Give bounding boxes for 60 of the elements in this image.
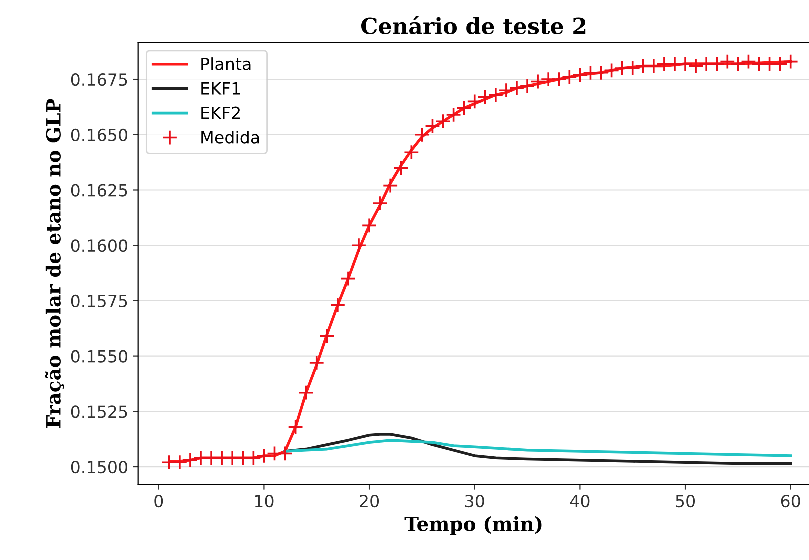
point <box>424 118 441 134</box>
point <box>320 328 336 344</box>
y-tick-label: 0.1550 <box>71 350 128 363</box>
chart-title: Cenário de teste 2 <box>362 16 586 35</box>
x-tick-label: 10 <box>255 494 274 508</box>
point <box>488 87 504 103</box>
point <box>298 385 314 401</box>
point <box>604 62 620 79</box>
point <box>593 65 610 81</box>
x-tick-label: 40 <box>570 494 590 508</box>
point <box>562 69 578 86</box>
point <box>309 355 325 371</box>
point <box>740 54 757 70</box>
point <box>372 196 388 212</box>
point <box>720 54 736 70</box>
line-series <box>284 439 792 458</box>
legend-label: EKF1 <box>202 82 240 95</box>
point <box>256 448 272 464</box>
x-tick-label: 20 <box>360 494 380 508</box>
point <box>277 446 294 462</box>
point <box>393 160 409 176</box>
point <box>730 56 746 72</box>
point <box>625 60 641 76</box>
point <box>404 144 420 160</box>
x-tick-label: 50 <box>676 494 696 508</box>
point <box>688 58 704 74</box>
point <box>678 56 694 72</box>
point <box>351 238 367 254</box>
point <box>509 80 525 96</box>
y-tick-label: 0.1500 <box>71 460 128 474</box>
y-tick-label: 0.1675 <box>71 74 128 86</box>
y-tick-label: 0.1600 <box>71 240 128 252</box>
y-axis-title: Fração molar de etano no GLP <box>45 99 65 428</box>
y-tick-label: 0.1525 <box>71 406 128 418</box>
point <box>520 78 536 94</box>
point <box>182 452 198 468</box>
point <box>246 450 262 466</box>
point <box>498 82 514 98</box>
point <box>572 67 588 83</box>
point <box>382 178 398 194</box>
y-tick-label: 0.1650 <box>71 128 128 142</box>
legend-label: Planta <box>202 58 251 70</box>
x-axis-title: Tempo (min) <box>404 516 542 536</box>
y-tick-label: 0.1625 <box>71 184 128 197</box>
point <box>530 74 546 90</box>
x-tick-label: 30 <box>466 494 484 508</box>
point <box>172 454 188 470</box>
point <box>288 419 304 436</box>
point <box>783 54 799 70</box>
legend-label: Medida <box>202 130 260 144</box>
point <box>362 218 378 234</box>
point <box>330 298 346 314</box>
y-tick-label: 0.1575 <box>71 294 128 308</box>
x-tick-label: 0 <box>154 494 164 508</box>
legend-label: EKF2 <box>202 106 240 120</box>
point <box>414 127 430 143</box>
point <box>340 270 356 287</box>
point <box>478 89 494 106</box>
x-tick-label: 60 <box>781 494 800 508</box>
point <box>551 72 567 88</box>
